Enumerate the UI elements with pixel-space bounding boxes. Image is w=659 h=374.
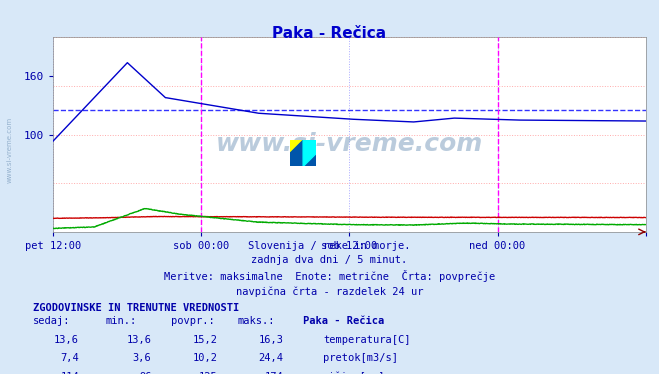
Text: 125: 125 — [199, 372, 217, 374]
Text: 3,6: 3,6 — [133, 353, 152, 364]
Text: Slovenija / reke in morje.
zadnja dva dni / 5 minut.
Meritve: maksimalne  Enote:: Slovenija / reke in morje. zadnja dva dn… — [164, 241, 495, 297]
Text: 10,2: 10,2 — [192, 353, 217, 364]
Text: 24,4: 24,4 — [258, 353, 283, 364]
Text: 7,4: 7,4 — [61, 353, 79, 364]
Text: Paka - Rečica: Paka - Rečica — [272, 26, 387, 41]
Text: pretok[m3/s]: pretok[m3/s] — [323, 353, 398, 364]
Polygon shape — [303, 140, 316, 166]
Text: 13,6: 13,6 — [127, 335, 152, 345]
Text: ZGODOVINSKE IN TRENUTNE VREDNOSTI: ZGODOVINSKE IN TRENUTNE VREDNOSTI — [33, 303, 239, 313]
Text: temperatura[C]: temperatura[C] — [323, 335, 411, 345]
Text: višina[cm]: višina[cm] — [323, 372, 386, 374]
Text: 174: 174 — [265, 372, 283, 374]
Text: 114: 114 — [61, 372, 79, 374]
Text: povpr.:: povpr.: — [171, 316, 215, 326]
Polygon shape — [290, 140, 303, 153]
Text: 16,3: 16,3 — [258, 335, 283, 345]
Polygon shape — [290, 140, 316, 166]
Text: www.si-vreme.com: www.si-vreme.com — [215, 132, 483, 156]
Text: 13,6: 13,6 — [54, 335, 79, 345]
Text: maks.:: maks.: — [237, 316, 275, 326]
Text: Paka - Rečica: Paka - Rečica — [303, 316, 384, 326]
Text: 96: 96 — [139, 372, 152, 374]
Text: sedaj:: sedaj: — [33, 316, 71, 326]
Text: min.:: min.: — [105, 316, 136, 326]
Text: www.si-vreme.com: www.si-vreme.com — [7, 117, 13, 183]
Text: 15,2: 15,2 — [192, 335, 217, 345]
